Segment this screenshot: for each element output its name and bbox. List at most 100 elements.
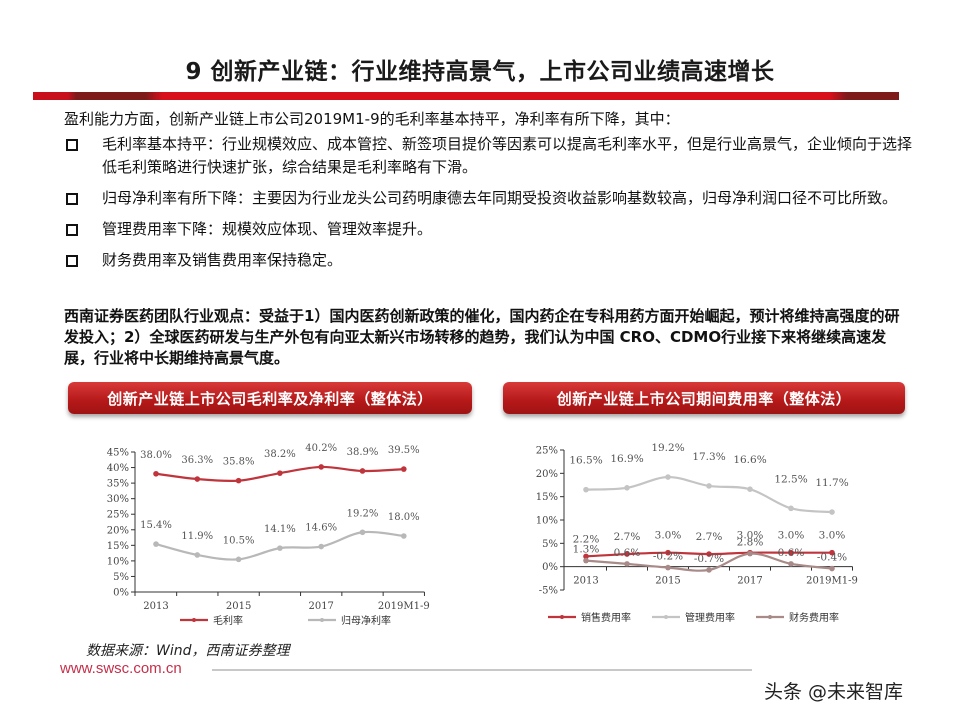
data-point [788,505,794,512]
legend-marker [768,615,772,619]
data-label: 14.1% [264,524,296,535]
margin-line-chart: 0% 5% 10% 15% 20% 25% 30% 35% 40% 45% 2013 2015 2017… [107,443,430,627]
legend-label: 毛利率 [213,614,243,627]
bullet-item: 毛利率基本持平：行业规模效应、成本管控、新签项目提价等因素可以提高毛利率水平，但… [64,133,914,179]
data-point [583,553,589,560]
square-bullet-icon [66,193,78,205]
data-label: 14.6% [305,523,337,534]
data-point [706,483,712,489]
data-label: 2.7% [696,531,723,543]
data-label: 19.2% [347,508,379,519]
y-tick-label: 5% [542,539,558,550]
data-point [235,477,242,484]
y-tick-label: 0% [542,562,558,573]
data-point [788,549,794,556]
data-point [665,474,671,480]
data-label: 11.7% [815,477,848,489]
data-label: 3.0% [819,530,846,542]
y-tick-label: 25% [107,510,129,521]
data-label: 0.6% [614,547,641,559]
data-label: 38.9% [347,447,379,458]
data-point [788,561,794,567]
legend-label: 财务费用率 [789,611,839,624]
data-point [829,565,835,572]
legend-label: 销售费用率 [581,611,631,624]
footer-divider [212,669,752,671]
data-label: 0.6% [778,547,805,559]
y-tick-label: 20% [536,469,558,480]
x-tick-label: 2019M1-9 [378,601,430,612]
data-label: 40.2% [305,443,337,454]
analyst-viewpoint: 西南证券医药团队行业观点：受益于1）国内医药创新政策的催化，国内药企在专科用药方… [64,307,900,367]
data-label: 39.5% [388,445,420,456]
data-point [153,541,159,547]
x-tick-label: 2019M1-9 [806,576,858,587]
data-label: 1.3% [573,544,600,556]
body-text: 盈利能力方面，创新产业链上市公司2019M1-9的毛利率基本持平，净利率有所下降… [64,108,914,280]
y-tick-label: 15% [536,492,558,503]
data-point [194,476,201,482]
bullet-item: 管理费用率下降：规模效应体现、管理效率提升。 [64,218,914,241]
y-tick-label: 10% [536,516,558,527]
title-divider-bar [33,92,899,100]
data-point [665,549,671,556]
data-point [624,561,630,567]
data-label: 16.9% [610,453,643,465]
data-point [583,557,589,564]
data-label: 16.5% [569,455,602,467]
data-label: 11.9% [181,531,213,542]
x-tick-label: 2013 [573,576,598,587]
data-label: -0.2% [653,551,683,563]
y-tick-label: -5% [539,586,558,597]
x-tick-label: 2017 [737,576,762,587]
data-point [401,466,407,472]
data-point [401,533,407,539]
chart-title-expense: 创新产业链上市公司期间费用率（整体法） [503,382,905,414]
data-label: 12.5% [774,473,807,485]
data-point [829,549,835,556]
legend-marker [320,618,324,622]
legend-label: 归母净利率 [341,614,391,627]
legend-marker [192,618,196,622]
square-bullet-icon [66,224,78,236]
data-point [583,486,589,493]
data-label: 38.0% [140,450,172,461]
legend-marker [664,615,668,619]
data-label: -0.4% [817,552,847,564]
bullet-text: 管理费用率下降：规模效应体现、管理效率提升。 [102,220,433,238]
data-label: 16.6% [733,454,766,466]
data-point [318,543,325,550]
bullet-item: 财务费用率及销售费用率保持稳定。 [64,249,914,272]
data-label: 2.7% [614,531,641,543]
data-point [277,545,283,551]
data-label: 18.0% [388,512,420,523]
data-point [359,529,366,536]
y-tick-label: 5% [113,572,129,583]
data-label: 3.0% [737,530,764,542]
y-tick-label: 10% [107,556,129,567]
y-tick-label: 45% [107,448,129,459]
legend-marker [560,615,564,619]
y-tick-label: 20% [107,525,129,536]
square-bullet-icon [66,255,78,267]
watermark: 头条 @未来智库 [764,681,904,703]
data-label: -0.7% [694,553,724,565]
expense-line-chart: -5% 0% 5% 10% 15% 20% 25% 2013 2015 2017 2019M1-9 2… [536,442,858,624]
data-point [624,485,630,491]
data-point [829,509,835,515]
bullet-text: 财务费用率及销售费用率保持稳定。 [102,251,343,269]
data-point [665,564,671,571]
page-title: 9 创新产业链：行业维持高景气，上市公司业绩高速增长 [185,59,775,85]
data-point [153,470,159,477]
bullet-text: 归母净利率有所下降：主要因为行业龙头公司药明康德去年同期受投资收益影响基数较高，… [102,189,898,207]
intro-paragraph: 盈利能力方面，创新产业链上市公司2019M1-9的毛利率基本持平，净利率有所下降… [64,110,680,128]
y-tick-label: 0% [113,588,129,599]
data-label: 38.2% [264,449,296,460]
website-link[interactable]: www.swsc.com.cn [60,660,182,677]
x-tick-label: 2013 [143,601,168,612]
x-tick-label: 2015 [226,601,251,612]
square-bullet-icon [66,139,78,151]
data-label: 36.3% [181,455,213,466]
data-point [235,556,242,563]
y-tick-label: 35% [107,479,129,490]
